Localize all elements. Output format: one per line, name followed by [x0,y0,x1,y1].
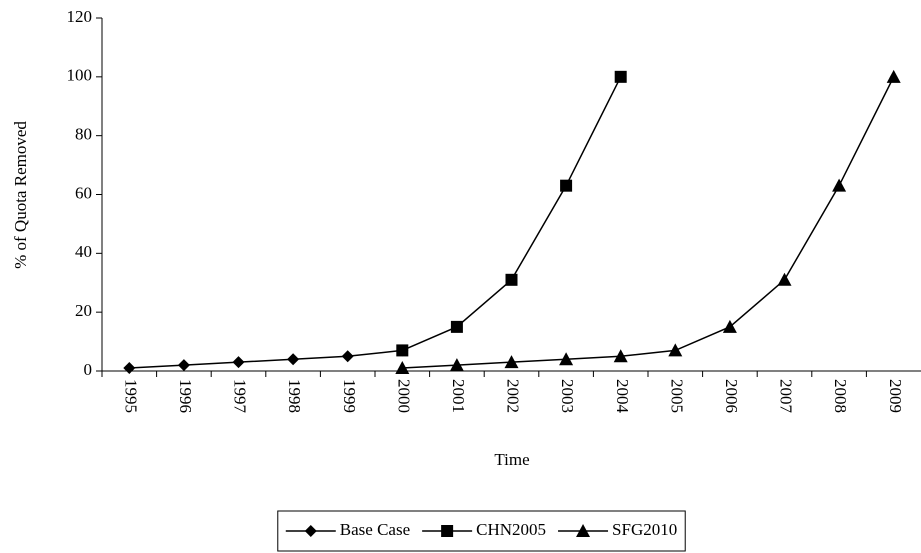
marker [560,179,573,192]
y-tick-label: 100 [67,66,93,85]
marker [177,359,190,372]
legend-box [277,510,686,552]
y-tick-label: 60 [75,183,92,202]
marker [341,350,354,363]
x-tick-label: 2003 [558,379,577,413]
legend-label: SFG2010 [612,520,677,539]
marker [395,361,410,375]
x-axis-title: Time [494,450,529,469]
y-tick-label: 120 [67,7,93,26]
marker [832,178,847,192]
y-tick-label: 40 [75,242,92,261]
marker [505,273,518,286]
x-tick-label: 2004 [613,379,632,414]
marker [777,272,792,286]
y-tick-label: 20 [75,301,92,320]
x-tick-label: 2000 [394,379,413,413]
x-tick-label: 1998 [285,379,304,413]
marker [504,355,519,369]
y-axis-title: % of Quota Removed [11,121,30,269]
legend: Base Case CHN2005 SFG2010 [277,510,686,552]
marker [396,344,409,357]
x-tick-label: 1997 [231,379,250,414]
marker [886,69,901,83]
x-tick-label: 1996 [176,379,195,413]
x-tick-label: 2008 [831,379,850,413]
series-line [402,76,622,352]
marker [613,349,628,363]
series-line [402,76,895,369]
marker [722,319,737,333]
marker [668,343,683,357]
series-line [129,349,403,369]
x-tick-label: 2006 [722,379,741,413]
marker [123,362,136,375]
x-tick-label: 1995 [121,379,140,413]
marker [304,525,317,537]
y-tick-label: 80 [75,125,92,144]
marker [450,320,463,333]
x-tick-label: 2009 [886,379,905,413]
x-tick-label: 2005 [667,379,686,413]
marker [441,525,454,537]
marker [614,70,627,83]
y-tick-label: 0 [84,360,93,379]
legend-label: CHN2005 [476,520,546,539]
x-tick-label: 2001 [449,379,468,413]
legend-label: Base Case [340,520,410,539]
marker [559,352,574,366]
x-tick-label: 2002 [504,379,523,413]
x-tick-label: 1999 [340,379,359,413]
marker [576,524,591,537]
marker [287,353,300,366]
x-tick-label: 2007 [777,379,796,414]
marker [449,358,464,372]
marker [232,356,245,369]
